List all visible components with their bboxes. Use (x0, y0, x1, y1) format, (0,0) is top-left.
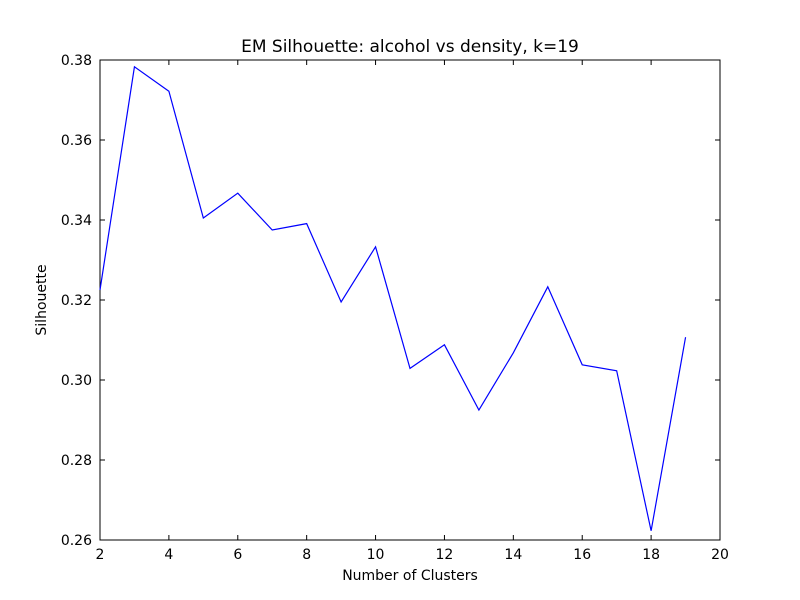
y-tick-label: 0.30 (61, 373, 92, 389)
x-axis-label: Number of Clusters (342, 568, 478, 584)
y-tick-label: 0.34 (61, 213, 92, 229)
y-tick-label: 0.38 (61, 53, 92, 69)
x-tick-label: 16 (573, 547, 591, 563)
plot-area: 2 4 6 8 10 12 14 16 18 20 0.26 0.28 0.30 0.32 0.34 0.36… (61, 53, 729, 563)
x-tick-label: 12 (436, 547, 454, 563)
y-axis-label: Silhouette (34, 264, 50, 335)
x-tick-label: 6 (233, 547, 242, 563)
x-tick-label: 8 (302, 547, 311, 563)
x-tick-label: 10 (367, 547, 385, 563)
y-tick-label: 0.26 (61, 533, 92, 549)
y-tick-label: 0.36 (61, 133, 92, 149)
x-tick-label: 14 (504, 547, 522, 563)
plot-frame (99, 59, 721, 541)
y-tick-label: 0.32 (61, 293, 92, 309)
x-tick-label: 20 (711, 547, 729, 563)
x-tick-label: 18 (642, 547, 660, 563)
y-tick-label: 0.28 (61, 453, 92, 469)
x-tick-label: 2 (96, 547, 105, 563)
chart-title: EM Silhouette: alcohol vs density, k=19 (241, 37, 579, 57)
x-tick-label: 4 (164, 547, 173, 563)
series-line (99, 65, 687, 531)
